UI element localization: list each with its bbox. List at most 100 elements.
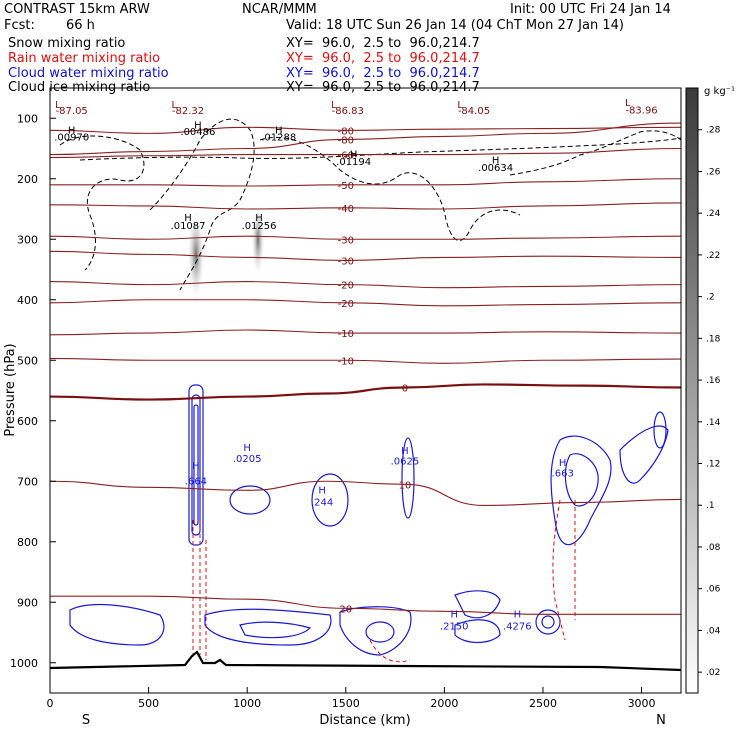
isotherm-extreme-label: L (457, 100, 463, 111)
x-axis-north-label: N (656, 713, 666, 728)
cloud-ice-max-label: H (492, 156, 500, 167)
x-tick-label: 500 (138, 697, 159, 710)
colorbar-tick-label: .16 (706, 376, 721, 386)
colorbar-tick-label: .06 (706, 585, 721, 595)
isotherm-line (50, 357, 681, 364)
cloud-water-max-label: H (243, 443, 251, 454)
cloud-water-max-label: .244 (311, 497, 333, 508)
y-tick-label: 900 (17, 596, 38, 609)
isotherm-line (50, 480, 681, 507)
y-tick-label: 400 (17, 294, 38, 307)
plot-frame (49, 87, 682, 694)
colorbar-tick-label: .1 (706, 501, 715, 511)
cloud-water-max-label: H (514, 609, 522, 620)
cloud-water-max-label: .4276 (503, 621, 532, 632)
header-init: Init: 00 UTC Fri 24 Jan 14 (510, 2, 671, 17)
cloud-water-max-label: H (450, 609, 458, 620)
isotherm-extreme-label: L (55, 100, 61, 111)
colorbar-tick-label: .22 (706, 251, 720, 261)
field-label-cloud-water: Cloud water mixing ratio (8, 66, 169, 81)
x-tick-label: 1000 (233, 697, 261, 710)
cloud-water-max-label: H (401, 446, 409, 457)
isotherm-label: -60 (338, 151, 354, 162)
cloud-ice-max-label: .00970 (54, 133, 89, 144)
isotherm-line (50, 595, 681, 615)
y-tick-label: 800 (17, 536, 38, 549)
header-org: NCAR/MMM (242, 2, 317, 17)
colorbar-tick-label: .02 (706, 668, 720, 678)
colorbar-tick-label: .24 (706, 209, 721, 219)
isotherm-line (50, 235, 681, 240)
cloud-water-max-label: H (192, 461, 200, 472)
y-tick-label: 500 (17, 354, 38, 367)
field-xy-cloud-water: XY= 96.0, 2.5 to 96.0,214.7 (286, 66, 480, 81)
cloud-ice-contour (149, 118, 255, 291)
isotherm-label: -40 (338, 204, 354, 215)
cloud-water-max-label: .663 (552, 468, 574, 479)
isotherm-extreme-label: -82.32 (172, 106, 204, 117)
temperature-isotherms: -80-80 -60 -50 -40 -30 -30 -20 -20 -10 -10 0 10 20 (50, 122, 681, 615)
colorbar-tick-label: .28 (706, 126, 721, 136)
isotherm-line (50, 126, 681, 134)
cloud-water-contours (69, 384, 669, 656)
isotherm-label: 10 (399, 480, 412, 491)
isotherm-line (50, 383, 681, 401)
isotherm-label: -50 (338, 181, 354, 192)
colorbar-tick-label: .2 (706, 293, 715, 303)
cloud-water-max-label: .0205 (233, 454, 262, 465)
isotherm-extreme-label: L (331, 100, 337, 111)
header-model: CONTRAST 15km ARW (4, 2, 150, 17)
isotherm-extreme-label: -83.96 (625, 105, 657, 116)
cloud-ice-max-label: .01087 (171, 221, 206, 232)
cloud-ice-max-label: H (350, 150, 358, 161)
isotherm-extreme-label: L (171, 100, 177, 111)
y-tick-label: 700 (17, 475, 38, 488)
isotherm-extreme-label: L (625, 98, 631, 109)
x-tick-label: 3000 (628, 697, 656, 710)
x-tick-label: 1500 (332, 697, 360, 710)
isotherm-line (50, 329, 681, 336)
isotherm-line (50, 202, 681, 210)
colorbar-tick-label: .04 (706, 626, 721, 636)
cloud-ice-max-label: .00634 (478, 163, 513, 174)
isotherm-line (50, 281, 681, 289)
cloud-ice-max-label: H (275, 125, 283, 136)
cloud-water-max-label: H (318, 485, 326, 496)
isotherm-label: -30 (338, 256, 354, 267)
header-fcst-label: Fcst: (4, 18, 35, 33)
cloud-ice-max-label: H (194, 121, 202, 132)
cloud-ice-max-label: H (255, 213, 263, 224)
cloud-ice-max-label: .01288 (261, 133, 296, 144)
colorbar-tick-label: .26 (706, 167, 721, 177)
isotherm-line (50, 299, 681, 307)
isotherm-label: -30 (338, 235, 354, 246)
cloud-water-max-label: .2150 (440, 621, 469, 632)
colorbar-tick-label: .14 (706, 418, 721, 428)
cloud-ice-max-label: H (68, 125, 76, 136)
colorbar-ticks: .02 .04 .06 .08 .1 .12 .14 .16 .18 .2 .22 .24 .26 .28 (698, 126, 721, 678)
field-xy-rain: XY= 96.0, 2.5 to 96.0,214.7 (286, 51, 480, 66)
cloud-water-max-label: .664 (185, 476, 207, 487)
colorbar-tick-label: .08 (706, 543, 721, 553)
snow-shading-core (187, 207, 205, 303)
field-xy-snow: XY= 96.0, 2.5 to 96.0,214.7 (286, 36, 480, 51)
y-axis-label: Pressure (hPa) (3, 343, 18, 436)
isotherm-label: -80 (338, 135, 354, 146)
x-axis-south-label: S (82, 713, 90, 728)
isotherm-label: 0 (402, 383, 408, 394)
x-tick-label: 2500 (529, 697, 557, 710)
cloud-ice-contour (59, 135, 145, 271)
isotherm-line (50, 178, 681, 187)
isotherm-extreme-label: -84.05 (458, 106, 490, 117)
rain-water-contours (192, 499, 576, 663)
isotherm-label: -10 (338, 329, 354, 340)
y-tick-label: 200 (17, 173, 38, 186)
field-label-rain: Rain water mixing ratio (8, 51, 161, 66)
colorbar-unit: g kg⁻¹ (704, 86, 735, 97)
x-tick-label: 2000 (430, 697, 458, 710)
isotherm-line (50, 147, 681, 159)
isotherm-line (50, 122, 681, 156)
isotherm-extreme-label: -87.05 (56, 106, 88, 117)
